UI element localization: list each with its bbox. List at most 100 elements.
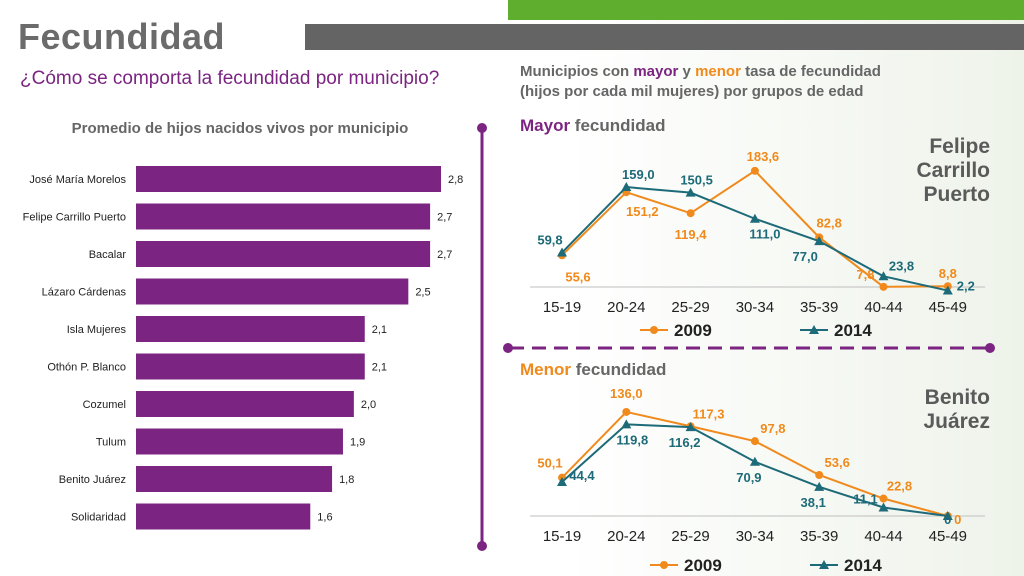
point-2014 xyxy=(685,422,696,432)
x-tick-label: 35-39 xyxy=(800,299,838,316)
point-2009 xyxy=(815,470,824,479)
bar-category-label: Tulum xyxy=(96,437,126,449)
point-2009 xyxy=(622,407,631,416)
vertical-divider-bottom-dot xyxy=(477,541,487,551)
legend-marker-2014 xyxy=(819,560,829,569)
top-municipio-line-1: Felipe xyxy=(929,135,990,158)
bar-category-label: Lázaro Cárdenas xyxy=(42,287,127,299)
bottom-section-label-colored: Menor xyxy=(520,360,571,379)
bar xyxy=(136,166,441,192)
bar-value-label: 2,8 xyxy=(448,174,463,186)
x-tick-label: 30-34 xyxy=(736,299,774,316)
top-municipio-name: Felipe Carrillo Puerto xyxy=(860,135,990,207)
x-tick-label: 15-19 xyxy=(543,528,581,545)
legend-marker-2014 xyxy=(809,325,819,334)
x-tick-label: 40-44 xyxy=(864,528,902,545)
point-2014 xyxy=(749,213,760,223)
line-chart-bottom: 15-19 20-24 25-29 30-34 35-39 40-44 45-49 50,1 1… xyxy=(530,386,985,575)
point-2014 xyxy=(878,502,889,512)
data-label-2014: 159,0 xyxy=(622,167,655,182)
bar-category-label: Bacalar xyxy=(89,249,127,261)
data-label-2014: 44,4 xyxy=(569,468,595,483)
x-tick-label: 25-29 xyxy=(671,528,709,545)
bar xyxy=(136,203,431,230)
bar-category-label: Benito Juárez xyxy=(59,474,126,486)
data-label-2014: 11,1 xyxy=(853,492,878,507)
bar xyxy=(136,316,365,342)
bar xyxy=(136,278,409,305)
bar xyxy=(136,241,431,267)
header-text-pre: Municipios con xyxy=(520,63,634,80)
top-section-label: Mayor fecundidad xyxy=(520,116,665,136)
data-label-2014: 38,1 xyxy=(801,495,826,510)
bar-value-label: 2,1 xyxy=(372,362,387,374)
legend-marker-2009 xyxy=(660,561,668,569)
point-2014 xyxy=(685,187,696,197)
top-municipio-line-2: Carrillo xyxy=(916,159,990,182)
data-label-2014: 111,0 xyxy=(749,227,780,242)
bottom-section-label-rest: fecundidad xyxy=(571,360,667,379)
data-label-2014: 150,5 xyxy=(680,173,713,188)
bar-chart: José María Morelos 2,8 Felipe Carrillo Pue… xyxy=(23,166,463,530)
data-label-2009: 119,4 xyxy=(675,227,708,242)
point-2014 xyxy=(749,456,760,466)
data-label-2009: 55,6 xyxy=(565,269,590,284)
data-label-2009: 82,8 xyxy=(817,215,842,230)
bar-category-label: José María Morelos xyxy=(29,174,126,186)
x-tick-label: 35-39 xyxy=(800,528,838,545)
header-accent-green xyxy=(508,0,1024,20)
data-label-2014: 119,8 xyxy=(616,432,648,447)
x-tick-label: 45-49 xyxy=(929,299,967,316)
point-2014 xyxy=(621,182,632,192)
top-section-label-colored: Mayor xyxy=(520,116,571,135)
point-2014 xyxy=(557,477,567,487)
data-label-2009: 136,0 xyxy=(610,386,643,401)
x-tick-label: 15-19 xyxy=(543,299,581,316)
point-2014 xyxy=(878,271,889,281)
right-panel-header: Municipios con mayor y menor tasa de fec… xyxy=(520,62,980,102)
bar-value-label: 2,5 xyxy=(415,287,430,299)
point-2014 xyxy=(814,481,825,491)
point-2014 xyxy=(621,419,632,429)
header-word-mayor: mayor xyxy=(633,63,679,80)
data-label-2009: 97,8 xyxy=(760,421,785,436)
bar-value-label: 2,1 xyxy=(372,324,387,336)
horizontal-divider-left-dot xyxy=(503,343,513,353)
header-text-post: tasa de fecundidad xyxy=(740,63,881,80)
point-2009 xyxy=(750,437,759,446)
data-label-2009: 0 xyxy=(954,512,961,527)
x-tick-label: 20-24 xyxy=(607,299,645,316)
dividers xyxy=(477,123,995,551)
data-label-2009: 7,8 xyxy=(856,267,874,282)
bottom-municipio-name: Benito Juárez xyxy=(860,386,990,434)
bar-value-label: 1,9 xyxy=(350,437,365,449)
legend-marker-2009 xyxy=(650,326,658,334)
bottom-municipio-line-2: Juárez xyxy=(923,410,990,433)
header-line-2: (hijos por cada mil mujeres) por grupos … xyxy=(520,83,864,100)
legend-label-2014: 2014 xyxy=(834,321,872,340)
data-label-2014: 59,8 xyxy=(537,233,562,248)
bar xyxy=(136,353,365,380)
data-label-2009: 8,8 xyxy=(939,266,957,281)
point-2009 xyxy=(750,166,759,175)
bar-category-label: Othón P. Blanco xyxy=(47,362,126,374)
header-accent-gray xyxy=(305,24,1024,50)
bar-category-label: Solidaridad xyxy=(71,512,126,524)
line-chart-top: 15-19 20-24 25-29 30-34 35-39 40-44 45-49 55,6 1… xyxy=(530,149,985,340)
point-2014 xyxy=(814,236,825,246)
point-2014 xyxy=(942,511,953,520)
x-tick-label: 30-34 xyxy=(736,528,774,545)
horizontal-divider-right-dot xyxy=(985,343,995,353)
bar-value-label: 2,7 xyxy=(437,212,452,224)
bar-category-label: Felipe Carrillo Puerto xyxy=(23,212,126,224)
top-municipio-line-3: Puerto xyxy=(923,183,990,206)
bar-category-label: Isla Mujeres xyxy=(67,324,127,336)
x-tick-label: 40-44 xyxy=(864,299,902,316)
bar xyxy=(136,428,343,455)
data-label-2009: 117,3 xyxy=(693,406,725,421)
top-section-label-rest: fecundidad xyxy=(570,116,666,135)
header-text-mid: y xyxy=(678,63,696,80)
data-label-2014: 77,0 xyxy=(793,249,818,264)
bar xyxy=(136,503,311,530)
